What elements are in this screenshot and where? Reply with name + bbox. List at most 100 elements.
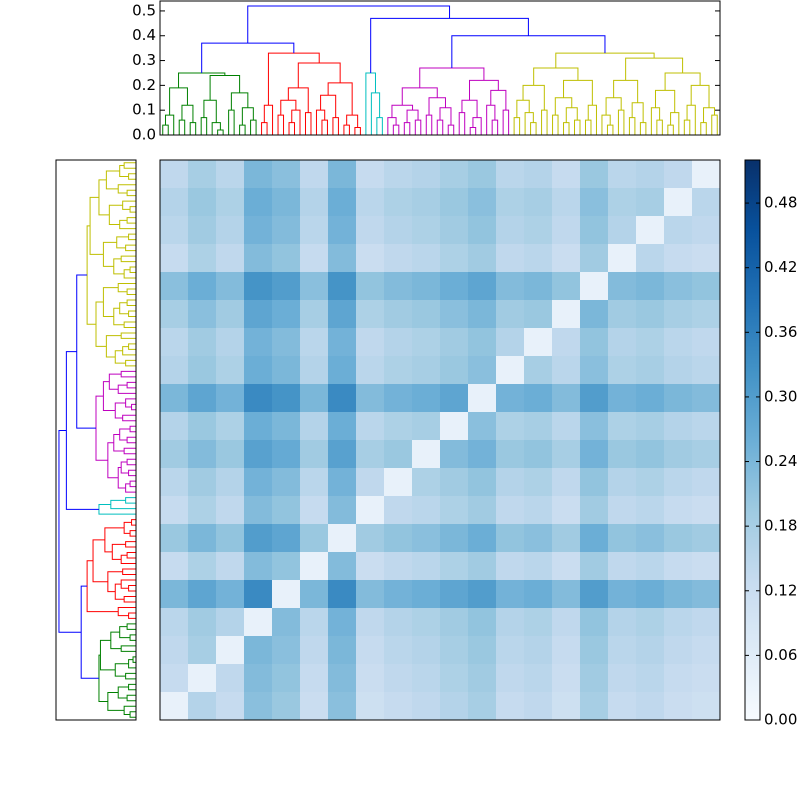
heat-cell — [356, 244, 385, 273]
dendrogram-link — [458, 112, 466, 135]
heat-cell — [188, 552, 217, 581]
dendrogram-link — [563, 79, 593, 106]
heat-cell — [496, 636, 525, 665]
heat-cell — [468, 468, 497, 497]
heat-cell — [580, 468, 609, 497]
heat-cell — [524, 384, 553, 413]
heat-cell — [188, 580, 217, 609]
heat-cell — [636, 300, 665, 329]
heat-cell — [440, 272, 469, 301]
dendrogram-link — [617, 109, 625, 135]
dendrogram-link — [99, 639, 116, 671]
heat-cell — [188, 664, 217, 693]
dendrogram-link — [117, 606, 136, 617]
dendrogram-link — [129, 480, 136, 488]
dendrogram-link — [129, 266, 136, 274]
heat-cell — [328, 664, 357, 693]
heat-cell — [356, 412, 385, 441]
dendrogram-link — [114, 663, 129, 677]
heat-cell — [440, 384, 469, 413]
dendrogram-link — [129, 206, 136, 213]
colorbar-tick-label: 0.12 — [764, 581, 797, 599]
dendrogram-link — [122, 346, 136, 356]
heat-cell — [188, 272, 217, 301]
heat-cell — [692, 160, 721, 189]
heat-cell — [188, 524, 217, 553]
heat-cell — [384, 608, 413, 637]
dendrogram-link — [670, 112, 680, 135]
heat-cell — [440, 440, 469, 469]
dendrogram-link — [125, 244, 136, 252]
dendrogram-link — [126, 436, 136, 444]
dendrogram-link — [128, 584, 136, 592]
dendrogram-link — [664, 72, 701, 91]
dendrogram-link — [241, 107, 254, 126]
heat-cell — [216, 384, 245, 413]
heat-cell — [664, 496, 693, 525]
heat-cell — [188, 328, 217, 357]
heat-cell — [160, 272, 189, 301]
heat-cell — [272, 188, 301, 217]
heat-cell — [244, 244, 273, 273]
heat-cell — [440, 496, 469, 525]
heat-cell — [244, 328, 273, 357]
heat-cell — [412, 496, 441, 525]
heat-cell — [328, 244, 357, 273]
heat-cell — [552, 552, 581, 581]
heat-cell — [440, 608, 469, 637]
heat-cell — [524, 188, 553, 217]
heat-cell — [188, 188, 217, 217]
heat-cell — [468, 384, 497, 413]
heat-cell — [272, 160, 301, 189]
heat-cell — [524, 272, 553, 301]
heat-cell — [356, 440, 385, 469]
dendrogram-link — [125, 398, 136, 408]
heat-cell — [692, 440, 721, 469]
heat-cell — [692, 328, 721, 357]
dendrogram-link — [327, 82, 353, 116]
heat-cell — [356, 496, 385, 525]
dendrogram-link — [513, 117, 521, 135]
heat-cell — [440, 188, 469, 217]
dendrogram-link — [203, 99, 217, 123]
dendrogram-link — [110, 499, 136, 510]
heat-cell — [244, 524, 273, 553]
heat-cell — [608, 524, 637, 553]
heat-cell — [496, 440, 525, 469]
dendrogram-link — [128, 233, 136, 241]
heat-cell — [636, 216, 665, 245]
heat-cell — [496, 384, 525, 413]
y-tick-label: 0.5 — [132, 1, 156, 19]
y-tick-label: 0.0 — [132, 126, 156, 144]
dendrogram-link — [401, 87, 438, 106]
heat-cell — [524, 440, 553, 469]
dendrogram-link — [376, 117, 383, 135]
dendrogram-link — [169, 87, 188, 116]
heat-cell — [664, 552, 693, 581]
dendrogram-link — [650, 107, 661, 135]
top-dendrogram: 0.0 0.1 0.2 0.3 0.4 0.5 — [132, 0, 721, 144]
heat-cell — [384, 328, 413, 357]
dendrogram-link — [403, 122, 411, 135]
colorbar-tick-label: 0.36 — [764, 323, 797, 341]
heat-cell — [272, 608, 301, 637]
heat-cell — [384, 440, 413, 469]
heat-cell — [524, 244, 553, 273]
dendrogram-link — [524, 112, 534, 135]
heat-cell — [384, 496, 413, 525]
heat-cell — [468, 300, 497, 329]
heat-cell — [496, 356, 525, 385]
dendrogram-link — [128, 683, 136, 691]
heat-cell — [552, 412, 581, 441]
heat-cell — [412, 664, 441, 693]
heat-cell — [384, 188, 413, 217]
heatmap-frame — [159, 159, 721, 721]
heat-cell — [300, 636, 329, 665]
dendrogram-link — [129, 634, 136, 641]
dendrogram-link — [656, 119, 663, 135]
heat-cell — [524, 636, 553, 665]
dendrogram-link — [565, 107, 578, 123]
heat-cell — [636, 552, 665, 581]
heat-cell — [160, 244, 189, 273]
heat-cell — [384, 468, 413, 497]
